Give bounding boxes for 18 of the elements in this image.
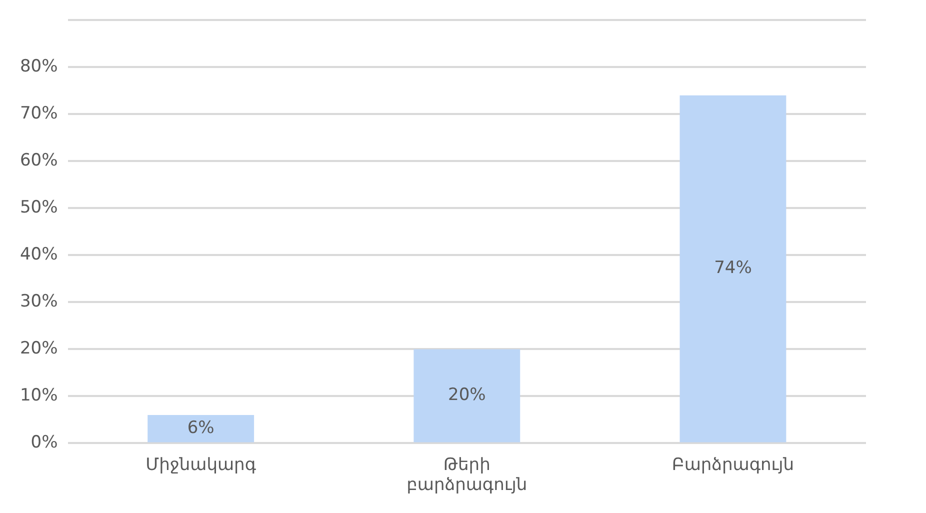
y-tick-label: 30% (20, 292, 58, 312)
y-tick-label: 20% (20, 338, 58, 359)
bar (680, 95, 786, 442)
x-tick-label: Բարձրագույն (672, 454, 794, 475)
bar (148, 415, 254, 442)
y-tick-label: 70% (20, 104, 58, 124)
y-tick-label: 50% (20, 198, 58, 218)
y-tick-label: 80% (20, 56, 58, 77)
y-tick-label: 10% (20, 386, 58, 406)
bar (414, 349, 520, 442)
y-tick-label: 40% (20, 244, 58, 265)
y-tick-label: 60% (20, 150, 58, 171)
data-label: 6% (187, 418, 214, 438)
y-tick-label: 0% (30, 432, 58, 453)
x-tick-label: Միջնակարգ (146, 454, 257, 475)
data-label: 74% (714, 258, 752, 278)
data-label: 20% (448, 385, 486, 406)
x-tick-label: Թերի բարձրագույն (406, 454, 528, 496)
